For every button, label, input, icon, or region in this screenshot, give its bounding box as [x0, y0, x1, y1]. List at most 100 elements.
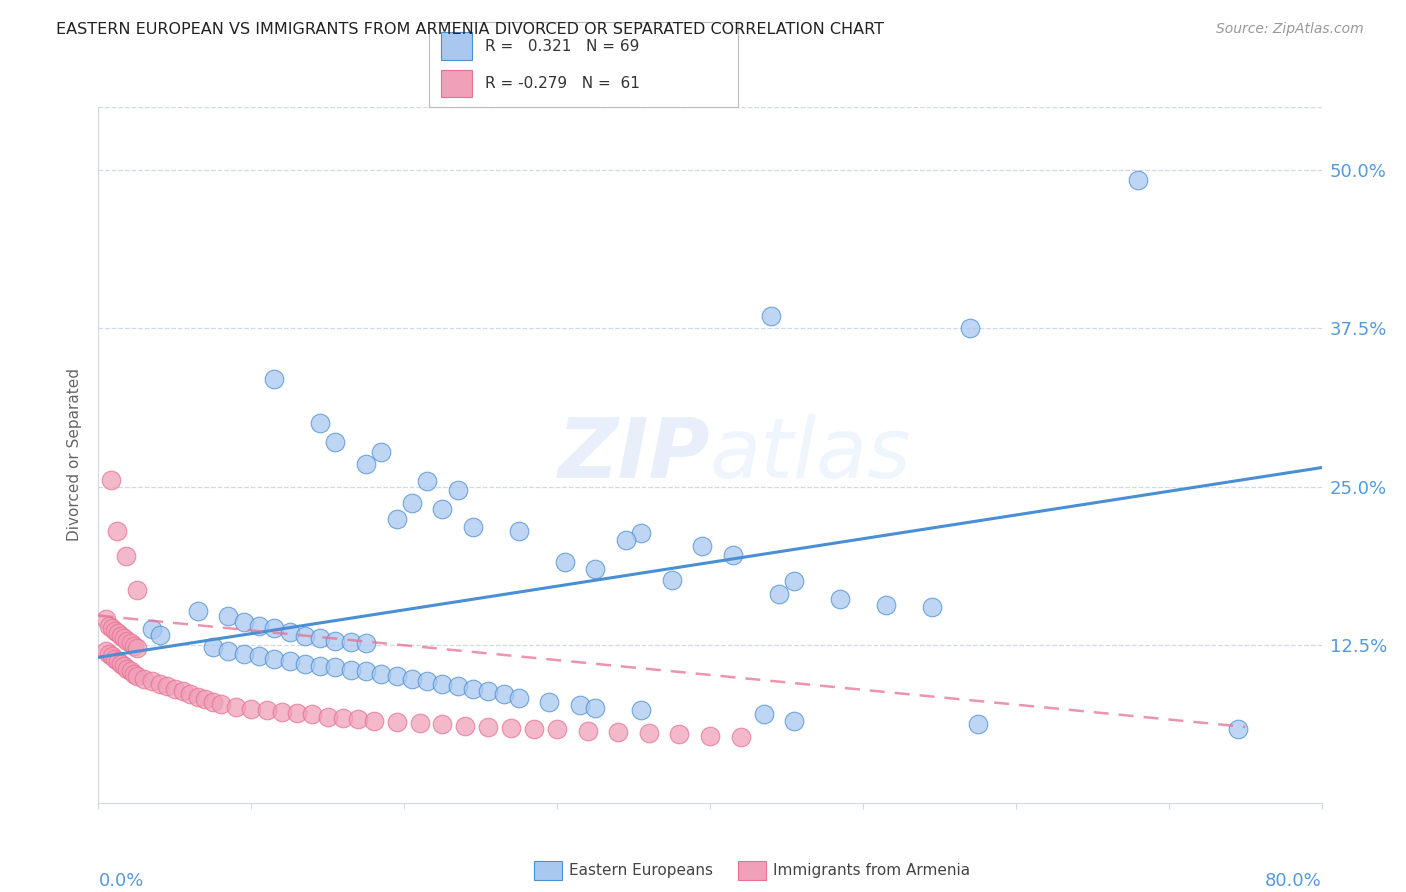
- Point: [247, 648, 270, 663]
- Point: [668, 727, 690, 741]
- Point: [461, 520, 484, 534]
- Point: [163, 681, 186, 696]
- Point: [492, 687, 515, 701]
- Point: [98, 618, 121, 632]
- Point: [149, 627, 172, 641]
- Point: [783, 714, 806, 728]
- Point: [339, 635, 361, 649]
- Point: [202, 640, 225, 655]
- Point: [477, 720, 499, 734]
- Point: [232, 615, 254, 629]
- Point: [217, 608, 239, 623]
- Point: [179, 687, 201, 701]
- Point: [209, 697, 232, 711]
- Text: atlas: atlas: [710, 415, 911, 495]
- Point: [569, 698, 592, 713]
- Point: [134, 672, 156, 686]
- Point: [110, 629, 132, 643]
- Point: [94, 644, 117, 658]
- Point: [316, 710, 339, 724]
- Point: [217, 644, 239, 658]
- Point: [270, 705, 292, 719]
- Point: [554, 556, 576, 570]
- Point: [454, 718, 477, 732]
- Point: [104, 651, 127, 665]
- Point: [354, 665, 377, 679]
- Point: [699, 729, 721, 743]
- Point: [607, 725, 630, 739]
- Point: [141, 674, 163, 689]
- Point: [432, 502, 454, 516]
- Point: [122, 639, 145, 653]
- Point: [309, 659, 332, 673]
- Point: [416, 674, 439, 689]
- Point: [325, 660, 347, 674]
- Point: [447, 483, 470, 498]
- Point: [112, 632, 135, 646]
- Point: [240, 702, 263, 716]
- Point: [921, 599, 943, 614]
- Point: [141, 623, 163, 637]
- Point: [187, 603, 209, 617]
- Point: [370, 445, 392, 459]
- Point: [661, 573, 683, 587]
- Point: [104, 624, 127, 638]
- Text: EASTERN EUROPEAN VS IMMIGRANTS FROM ARMENIA DIVORCED OR SEPARATED CORRELATION CH: EASTERN EUROPEAN VS IMMIGRANTS FROM ARME…: [56, 22, 884, 37]
- Point: [94, 612, 117, 626]
- Point: [247, 618, 270, 632]
- Point: [120, 636, 142, 650]
- Point: [294, 629, 316, 643]
- Point: [477, 684, 499, 698]
- Point: [576, 723, 599, 738]
- Point: [263, 651, 285, 665]
- Point: [401, 672, 423, 686]
- Point: [309, 417, 332, 431]
- Point: [278, 654, 301, 668]
- Point: [263, 372, 285, 386]
- Point: [115, 549, 138, 563]
- Point: [149, 677, 172, 691]
- Point: [325, 633, 347, 648]
- Point: [285, 706, 308, 720]
- Point: [354, 457, 377, 471]
- Point: [172, 684, 194, 698]
- Point: [583, 701, 606, 715]
- Point: [278, 625, 301, 640]
- Point: [98, 647, 121, 661]
- Text: R = -0.279   N =  61: R = -0.279 N = 61: [485, 76, 640, 91]
- Point: [117, 633, 139, 648]
- Point: [416, 475, 439, 489]
- Point: [125, 641, 148, 656]
- Point: [721, 548, 744, 562]
- Point: [538, 695, 561, 709]
- Point: [325, 435, 347, 450]
- Point: [100, 473, 122, 487]
- Point: [759, 309, 782, 323]
- Point: [112, 659, 135, 673]
- Point: [630, 703, 652, 717]
- Point: [110, 657, 132, 671]
- Point: [508, 690, 530, 705]
- Point: [363, 714, 385, 728]
- Point: [125, 583, 148, 598]
- Point: [447, 680, 470, 694]
- Point: [630, 526, 652, 541]
- Point: [117, 662, 139, 676]
- Point: [107, 654, 129, 668]
- Point: [354, 636, 377, 650]
- Point: [385, 714, 408, 729]
- Point: [768, 587, 790, 601]
- Point: [339, 663, 361, 677]
- Point: [730, 730, 752, 744]
- Point: [501, 721, 523, 735]
- Point: [225, 699, 247, 714]
- Point: [370, 666, 392, 681]
- Point: [752, 707, 775, 722]
- Text: ZIP: ZIP: [557, 415, 710, 495]
- Point: [546, 723, 568, 737]
- Point: [187, 690, 209, 704]
- Point: [156, 680, 179, 694]
- Text: 0.0%: 0.0%: [98, 872, 143, 890]
- Point: [256, 703, 278, 717]
- Point: [828, 592, 851, 607]
